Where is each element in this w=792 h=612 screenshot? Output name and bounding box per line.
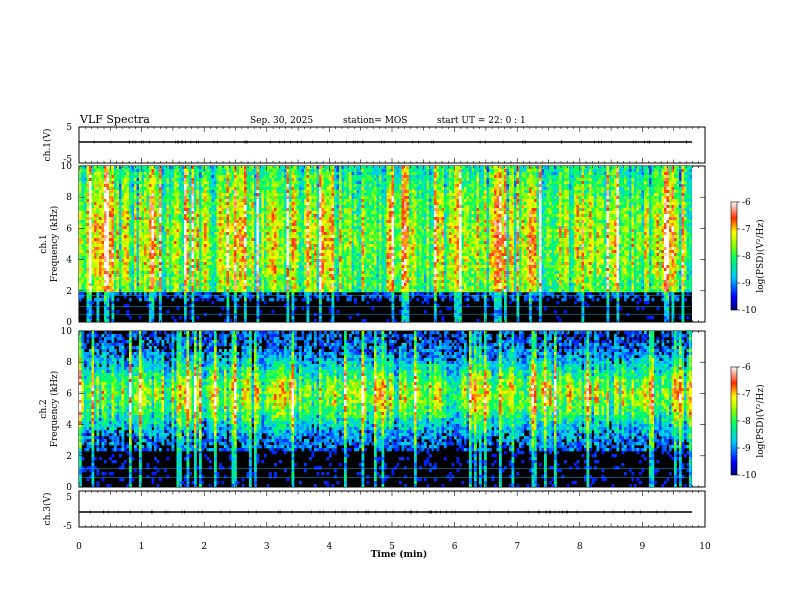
ch1-spectrogram-ylabel: ch.1 — [39, 234, 49, 253]
freq-tick-label: 6 — [66, 224, 72, 234]
date-label: Sep. 30, 2025 — [250, 116, 313, 126]
ch1-voltage-ytick-top: 5 — [66, 123, 72, 133]
x-tick-label: 2 — [201, 542, 207, 552]
colorbar-tick-label: -10 — [742, 471, 757, 481]
freq-tick-label: 10 — [61, 162, 73, 172]
colorbar-tick-label: -7 — [742, 225, 751, 235]
colorbar-tick-label: -8 — [742, 417, 751, 427]
colorbar-tick-label: -7 — [742, 390, 751, 400]
freq-tick-label: 10 — [61, 327, 73, 337]
x-tick-label: 9 — [640, 542, 646, 552]
colorbar-tick-label: -6 — [742, 198, 751, 208]
x-axis-tick-labels: 0 1 2 3 4 5 6 7 8 9 10 — [76, 542, 711, 552]
colorbar-tick-label: -9 — [742, 279, 751, 289]
ch1-spectrogram-ylabel-freq: Frequency (kHz) — [49, 206, 60, 283]
freq-tick-label: 2 — [66, 287, 72, 297]
x-tick-label: 1 — [139, 542, 145, 552]
figure-title: VLF Spectra — [79, 113, 150, 126]
freq-tick-label: 4 — [66, 256, 72, 266]
ch2-spectrogram-ylabel-freq: Frequency (kHz) — [49, 371, 60, 448]
ch3-voltage-ytick-bottom: -5 — [63, 522, 72, 532]
ch1-voltage-panel: 5 -5 ch.1(V) — [42, 123, 706, 165]
ch1-voltage-ylabel: ch.1(V) — [42, 129, 53, 162]
ch1-spectrogram-panel: 0 2 4 6 8 10 ch.1 Frequency (kHz) — [39, 162, 706, 328]
ch3-voltage-panel: 5 -5 ch.3(V) — [42, 490, 706, 532]
x-tick-label: 8 — [577, 542, 583, 552]
freq-tick-label: 4 — [66, 421, 72, 431]
x-tick-label: 5 — [389, 542, 395, 552]
colorbar-tick-label: -10 — [742, 306, 757, 316]
ch2-colorbar: -6 -7 -8 -9 -10 log(PSD)(V²/Hz) — [730, 363, 766, 481]
x-tick-label: 4 — [327, 542, 333, 552]
x-tick-label: 6 — [452, 542, 458, 552]
ch3-voltage-ylabel: ch.3(V) — [42, 493, 53, 526]
start-time-label: start UT = 22: 0 : 1 — [437, 116, 526, 126]
x-tick-label: 3 — [264, 542, 270, 552]
ch2-colorbar-label: log(PSD)(V²/Hz) — [755, 384, 766, 457]
station-label: station= MOS — [343, 116, 407, 126]
x-axis-label: Time (min) — [371, 549, 428, 560]
freq-tick-label: 8 — [66, 193, 72, 203]
ch2-spectrogram-ylabel: ch.2 — [39, 399, 49, 418]
colorbar-tick-label: -6 — [742, 363, 751, 373]
ch1-colorbar-label: log(PSD)(V²/Hz) — [755, 219, 766, 292]
x-tick-label: 10 — [699, 542, 711, 552]
x-tick-label: 0 — [76, 542, 82, 552]
freq-tick-label: 8 — [66, 358, 72, 368]
ch1-colorbar: -6 -7 -8 -9 -10 log(PSD)(V²/Hz) — [730, 198, 766, 316]
colorbar-tick-label: -9 — [742, 444, 751, 454]
x-tick-label: 7 — [514, 542, 520, 552]
freq-tick-label: 0 — [66, 318, 72, 328]
freq-tick-label: 0 — [66, 483, 72, 493]
colorbar-tick-label: -8 — [742, 252, 751, 262]
ch3-voltage-ytick-top: 5 — [66, 493, 72, 503]
ch1-voltage-ytick-bottom: -5 — [63, 155, 72, 165]
ch2-spectrogram-panel: 0 2 4 6 8 10 ch.2 Frequency (kHz) — [39, 327, 706, 493]
freq-tick-label: 6 — [66, 389, 72, 399]
freq-tick-label: 2 — [66, 452, 72, 462]
